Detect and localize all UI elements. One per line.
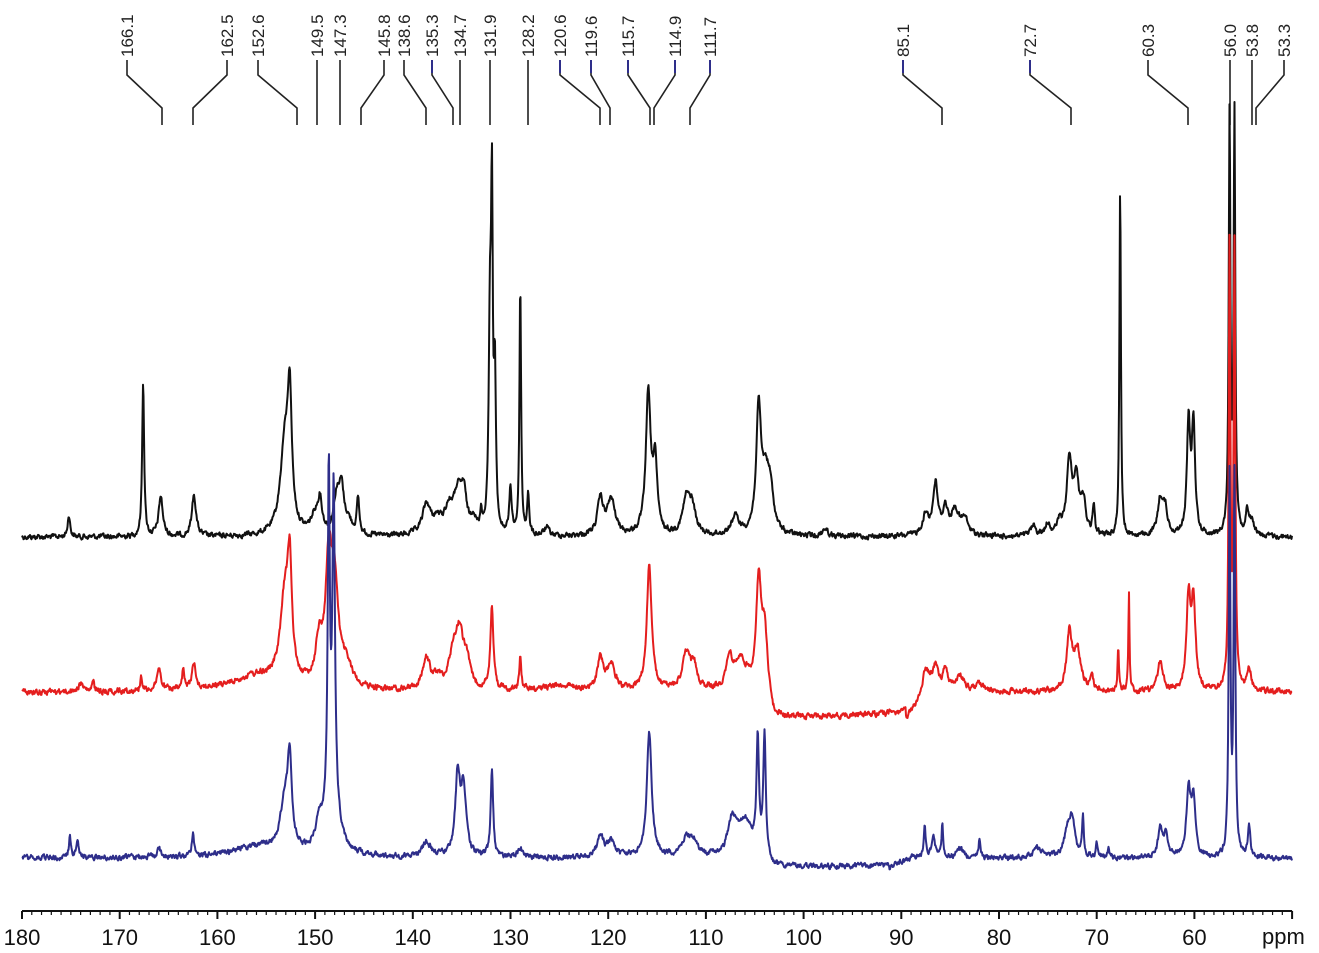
leader-line [902, 60, 943, 125]
peak-label-text: 147.3 [331, 14, 350, 57]
leader-line [431, 60, 454, 125]
leader-line [192, 60, 228, 125]
peak-label: 53.3 [1255, 24, 1294, 125]
peak-label-text: 135.3 [423, 14, 442, 57]
peak-label: 131.9 [481, 14, 500, 125]
leader-line [126, 60, 163, 125]
x-axis-unit-label: ppm [1262, 924, 1305, 949]
x-tick-label: 80 [987, 925, 1011, 950]
x-tick-label: 130 [492, 925, 529, 950]
leader-line [627, 60, 651, 125]
peak-label-text: 56.0 [1221, 24, 1240, 57]
peak-label-text: 131.9 [481, 14, 500, 57]
peak-label-text: 145.8 [375, 14, 394, 57]
x-tick-label: 70 [1084, 925, 1108, 950]
peak-label-text: 119.6 [582, 16, 601, 57]
peak-label: 134.7 [451, 14, 470, 125]
x-tick-label: 150 [297, 925, 334, 950]
peak-label: 149.5 [308, 14, 327, 125]
peak-label: 152.6 [249, 14, 298, 125]
peak-label: 147.3 [331, 14, 350, 125]
peak-label-text: 114.9 [666, 16, 685, 57]
spectrum-top-trace [21, 101, 1293, 541]
x-tick-label: 100 [785, 925, 822, 950]
peak-label-text: 138.6 [395, 14, 414, 57]
peak-label: 119.6 [582, 16, 611, 125]
x-tick-label: 90 [889, 925, 913, 950]
peak-label-text: 72.7 [1021, 24, 1040, 57]
x-tick-label: 180 [4, 925, 41, 950]
spectra-traces [21, 101, 1293, 871]
peak-label: 135.3 [423, 14, 454, 125]
peak-label-text: 149.5 [308, 14, 327, 57]
peak-label: 85.1 [894, 24, 943, 125]
peak-label-text: 166.1 [118, 14, 137, 57]
peak-label-text: 120.6 [551, 14, 570, 57]
spectrum-middle-trace [21, 233, 1293, 721]
leader-line [653, 60, 676, 125]
x-axis: 180 170 160 150 140 130 120 110 100 90 80 70 60 [4, 910, 1294, 950]
leader-line [559, 60, 601, 125]
leader-line [1029, 60, 1072, 125]
peak-label: 138.6 [395, 14, 427, 125]
peak-label-text: 53.8 [1243, 24, 1262, 57]
peak-label: 166.1 [118, 14, 163, 125]
peak-label-text: 162.5 [218, 14, 237, 57]
peak-label: 128.2 [519, 14, 538, 125]
peak-label-text: 85.1 [894, 24, 913, 57]
peak-label: 72.7 [1021, 24, 1072, 125]
peak-label: 53.8 [1243, 24, 1262, 125]
x-tick-label: 60 [1182, 925, 1206, 950]
peak-label: 120.6 [551, 14, 601, 125]
peak-labels: 166.1 162.5 152.6 149.5 147.3 145.8 138.6 135.3… [118, 14, 1294, 125]
peak-label-text: 128.2 [519, 14, 538, 57]
peak-label: 114.9 [653, 16, 685, 125]
x-tick-label: 120 [590, 925, 627, 950]
leader-line [1147, 60, 1189, 125]
leader-line [257, 60, 298, 125]
peak-label-text: 134.7 [451, 14, 470, 57]
leader-line [403, 60, 427, 125]
leader-line [360, 60, 385, 125]
peak-label: 111.7 [689, 17, 720, 125]
spectrum-bottom-trace [21, 453, 1293, 871]
peak-label-text: 111.7 [701, 17, 720, 57]
x-tick-label: 170 [101, 925, 138, 950]
peak-label-text: 60.3 [1139, 24, 1158, 57]
x-tick-label: 110 [688, 925, 723, 950]
peak-label-text: 152.6 [249, 14, 268, 57]
peak-label: 145.8 [360, 14, 394, 125]
x-tick-label: 140 [394, 925, 431, 950]
x-tick-label: 160 [199, 925, 236, 950]
peak-label: 115.7 [619, 16, 651, 125]
peak-label-text: 53.3 [1275, 24, 1294, 57]
peak-label: 60.3 [1139, 24, 1189, 125]
leader-line [1255, 60, 1285, 125]
peak-label-text: 115.7 [619, 16, 638, 57]
leader-line [689, 60, 711, 125]
peak-label: 162.5 [192, 14, 237, 125]
